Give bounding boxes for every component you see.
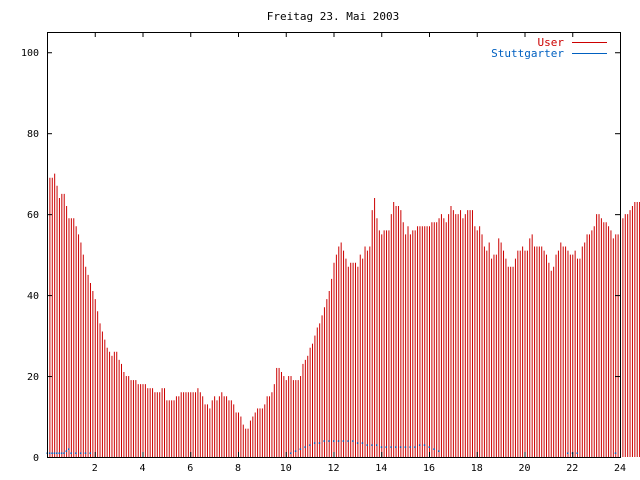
stuttgarter-point	[333, 440, 335, 442]
legend-label-stuttgarter: Stuttgarter	[491, 47, 564, 60]
y-tick-label: 0	[33, 453, 39, 464]
stuttgarter-point	[51, 452, 53, 454]
stuttgarter-point	[356, 442, 359, 444]
stuttgarter-point	[304, 446, 306, 448]
x-tick-label: 20	[518, 463, 530, 474]
stuttgarter-point	[385, 446, 388, 448]
y-tick-label: 60	[27, 210, 39, 221]
chart-title: Freitag 23. Mai 2003	[267, 10, 399, 23]
legend-label-user: User	[538, 36, 565, 49]
stuttgarter-point	[371, 444, 373, 446]
x-tick-label: 4	[139, 463, 145, 474]
stuttgarter-point	[309, 444, 311, 446]
stuttgarter-point	[53, 452, 56, 454]
stuttgarter-point	[614, 452, 617, 454]
stuttgarter-point	[58, 452, 60, 454]
stuttgarter-point	[63, 452, 65, 454]
stuttgarter-point	[380, 446, 383, 448]
stuttgarter-point	[428, 446, 430, 448]
stuttgarter-point	[67, 448, 70, 450]
stuttgarter-point	[70, 452, 72, 454]
x-tick-label: 8	[235, 463, 241, 474]
stuttgarter-point	[423, 444, 426, 446]
stuttgarter-point	[404, 446, 407, 448]
stuttgarter-point	[395, 446, 397, 448]
x-tick-label: 6	[187, 463, 193, 474]
stuttgarter-point	[337, 440, 340, 442]
y-tick-label: 40	[27, 291, 39, 302]
x-tick-label: 12	[327, 463, 339, 474]
stuttgarter-point	[79, 452, 82, 454]
stuttgarter-point	[323, 440, 325, 442]
stuttgarter-point	[84, 452, 87, 454]
y-tick-label: 80	[27, 129, 39, 140]
stuttgarter-point	[318, 442, 321, 444]
stuttgarter-point	[328, 440, 330, 442]
stuttgarter-point	[65, 450, 68, 452]
stuttgarter-point	[75, 452, 77, 454]
plot-area	[46, 173, 640, 457]
x-tick-label: 18	[471, 463, 483, 474]
stuttgarter-point	[299, 448, 302, 450]
stuttgarter-point	[438, 450, 440, 452]
x-tick-label: 10	[280, 463, 292, 474]
stuttgarter-point	[313, 442, 316, 444]
stuttgarter-point	[89, 452, 91, 454]
stuttgarter-point	[60, 452, 63, 454]
stuttgarter-point	[375, 444, 378, 446]
x-tick-label: 22	[566, 463, 578, 474]
y-tick-label: 100	[21, 48, 39, 59]
stuttgarter-point	[294, 450, 297, 452]
stuttgarter-point	[290, 452, 292, 454]
stuttgarter-point	[366, 444, 368, 446]
stuttgarter-point	[576, 452, 579, 454]
stuttgarter-point	[342, 440, 345, 442]
stuttgarter-point	[390, 446, 392, 448]
stuttgarter-point	[566, 452, 569, 454]
stuttgarter-point	[433, 448, 435, 450]
stuttgarter-point	[399, 446, 402, 448]
y-tick-label: 20	[27, 372, 39, 383]
stuttgarter-point	[352, 440, 354, 442]
stuttgarter-point	[347, 440, 349, 442]
stuttgarter-point	[414, 446, 416, 448]
x-tick-label: 24	[614, 463, 626, 474]
x-tick-label: 2	[92, 463, 98, 474]
stuttgarter-point	[48, 452, 51, 454]
stuttgarter-point	[409, 446, 411, 448]
stuttgarter-point	[361, 442, 364, 444]
x-tick-label: 16	[423, 463, 435, 474]
stuttgarter-point	[56, 452, 58, 454]
x-tick-label: 14	[375, 463, 387, 474]
stuttgarter-point	[418, 444, 421, 446]
